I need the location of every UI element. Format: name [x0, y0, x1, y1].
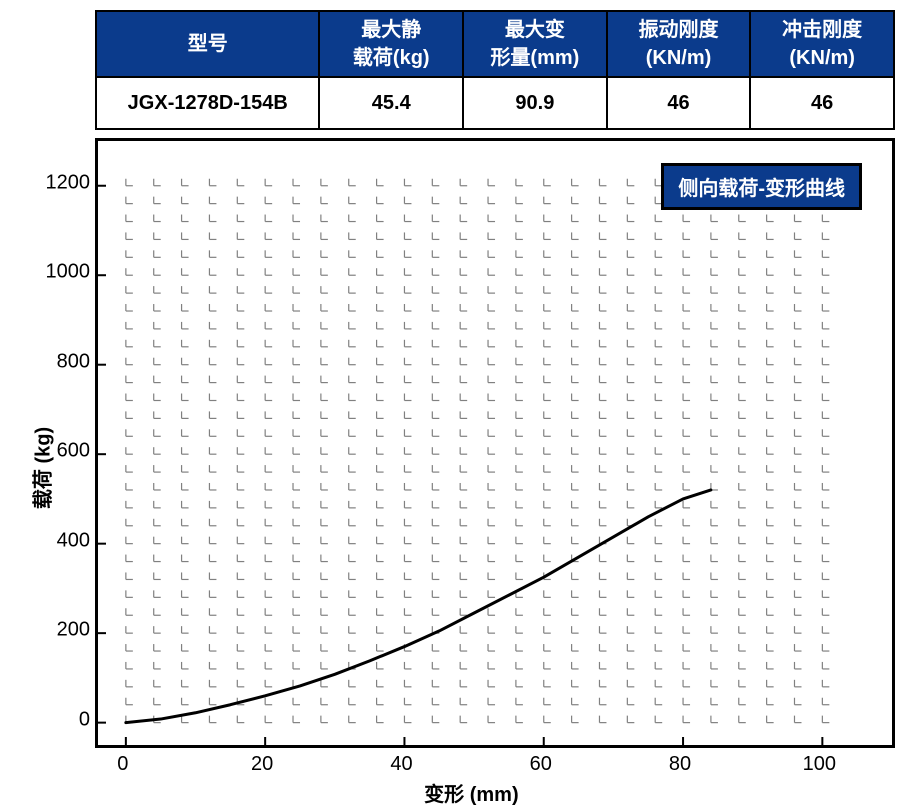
x-tick-label: 60: [530, 753, 552, 776]
x-axis-label: 变形 (mm): [424, 778, 518, 807]
table-cell: 46: [607, 77, 751, 129]
spec-table: 型号最大静载荷(kg)最大变形量(mm)振动刚度(KN/m)冲击刚度(KN/m)…: [95, 10, 895, 130]
y-tick-label: 1200: [30, 171, 90, 194]
y-tick-label: 200: [30, 619, 90, 642]
y-tick-label: 800: [30, 350, 90, 373]
y-tick-label: 0: [30, 708, 90, 731]
table-row: JGX-1278D-154B45.490.94646: [96, 77, 894, 129]
table-header: 最大静载荷(kg): [319, 11, 463, 77]
y-tick-label: 600: [30, 440, 90, 463]
x-tick-label: 40: [390, 753, 412, 776]
table-cell: 46: [750, 77, 894, 129]
plot-area: 侧向载荷-变形曲线: [95, 138, 895, 748]
table-cell: JGX-1278D-154B: [96, 77, 319, 129]
table-cell: 90.9: [463, 77, 607, 129]
chart: 载荷 (kg) 侧向载荷-变形曲线 变形 (mm) 02004006008001…: [10, 138, 895, 798]
table-header: 振动刚度(KN/m): [607, 11, 751, 77]
table-header: 冲击刚度(KN/m): [750, 11, 894, 77]
x-tick-label: 20: [251, 753, 273, 776]
x-tick-label: 100: [803, 753, 836, 776]
table-header: 型号: [96, 11, 319, 77]
y-tick-label: 1000: [30, 261, 90, 284]
x-tick-label: 0: [117, 753, 128, 776]
table-cell: 45.4: [319, 77, 463, 129]
table-header: 最大变形量(mm): [463, 11, 607, 77]
x-tick-label: 80: [669, 753, 691, 776]
chart-title-box: 侧向载荷-变形曲线: [661, 163, 862, 210]
y-tick-label: 400: [30, 529, 90, 552]
